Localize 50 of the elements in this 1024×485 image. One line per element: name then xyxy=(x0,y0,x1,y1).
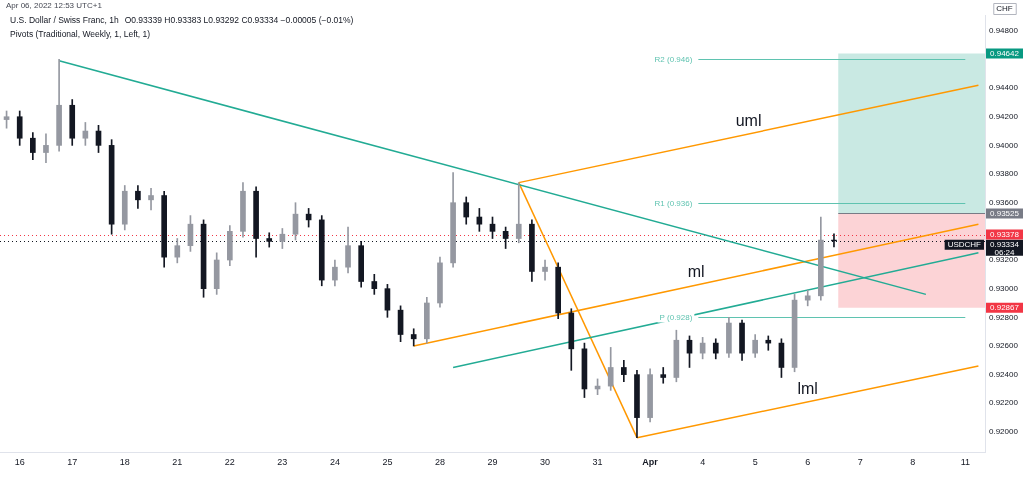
band-label: 0.92867 xyxy=(990,302,1020,312)
y-tick-label: 0.94400 xyxy=(989,83,1019,93)
x-tick-label: 5 xyxy=(752,456,758,467)
y-tick-label: 0.92200 xyxy=(989,398,1019,408)
y-axis-title: CHF xyxy=(996,4,1013,14)
chart-subtitle: O0.93339 H0.93383 L0.93292 C0.93334 −0.00005 (−0.01%) xyxy=(124,15,354,25)
y-tick-label: 0.93800 xyxy=(989,169,1019,179)
x-tick-label: 24 xyxy=(329,456,340,467)
x-tick-label: 25 xyxy=(382,456,393,467)
ref-line-label: 0.93525 xyxy=(990,208,1020,218)
y-tick-label: 0.92400 xyxy=(989,369,1019,379)
ref-line-label: R1 (0.936) xyxy=(654,198,693,208)
x-tick-label: 21 xyxy=(172,456,183,467)
y-tick-label: 0.92000 xyxy=(989,427,1019,437)
ref-line-label: P (0.928) xyxy=(659,312,693,322)
band-label: 0.94642 xyxy=(990,48,1020,58)
ref-line-label: 0.93378 xyxy=(990,229,1020,239)
x-tick-label: 22 xyxy=(224,456,235,467)
x-tick-label: 30 xyxy=(540,456,551,467)
y-tick-label: 0.93600 xyxy=(989,197,1019,207)
x-tick-label: 18 xyxy=(119,456,130,467)
chart-title: U.S. Dollar / Swiss Franc, 1h xyxy=(10,15,119,25)
text: Apr 06, 2022 12:53 UTC+1 xyxy=(6,1,102,10)
y-tick-label: 0.92800 xyxy=(989,312,1019,322)
x-tick-label: 11 xyxy=(960,456,970,467)
y-tick-label: 0.93200 xyxy=(989,255,1019,265)
y-tick-label: 0.94000 xyxy=(989,140,1019,150)
y-tick-label: 0.94200 xyxy=(989,111,1019,121)
series-label: ml xyxy=(687,263,705,281)
series-label: uml xyxy=(735,112,762,130)
y-tick-label: 0.93000 xyxy=(989,283,1019,293)
x-tick-label: 6 xyxy=(805,456,811,467)
x-tick-label: 23 xyxy=(277,456,288,467)
annotation: USDCHF xyxy=(947,240,982,250)
x-tick-label: 16 xyxy=(14,456,25,467)
text: 06:24 xyxy=(994,247,1016,257)
x-tick-label: 8 xyxy=(910,456,916,467)
x-tick-label: 31 xyxy=(592,456,603,467)
x-tick-label: 7 xyxy=(857,456,863,467)
x-tick-label: 28 xyxy=(434,456,445,467)
x-tick-label: Apr xyxy=(642,456,659,467)
y-tick-label: 0.92600 xyxy=(989,341,1019,351)
x-tick-label: 29 xyxy=(487,456,498,467)
ref-line-label: R2 (0.946) xyxy=(654,54,693,64)
ref-line-label: 0.93334 xyxy=(990,239,1020,249)
y-tick-label: 0.94800 xyxy=(989,25,1019,35)
x-tick-label: 17 xyxy=(67,456,78,467)
annotation: Pivots (Traditional, Weekly, 1, Left, 1) xyxy=(10,29,151,39)
x-tick-label: 4 xyxy=(700,456,706,467)
series-label: lml xyxy=(797,380,818,398)
